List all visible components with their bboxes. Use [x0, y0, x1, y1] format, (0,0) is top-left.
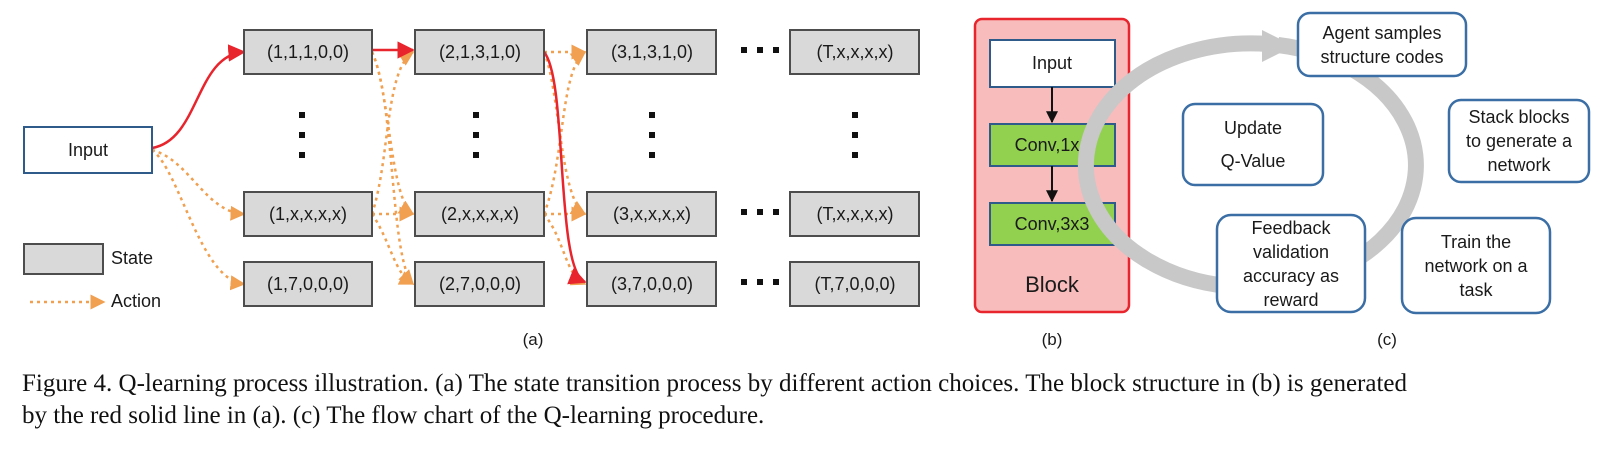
flow-node-stack	[1447, 98, 1591, 184]
panel-c-label: (c)	[1377, 330, 1397, 349]
input-box	[23, 126, 153, 174]
block-input-label: Input	[1032, 53, 1072, 73]
panel-b-label: (b)	[1042, 330, 1063, 349]
state-box	[586, 29, 717, 75]
state-box	[586, 191, 717, 237]
flow-node-text: reward	[1263, 290, 1318, 310]
flow-node-text: accuracy as	[1243, 266, 1339, 286]
state-box	[789, 261, 920, 307]
state-box	[789, 29, 920, 75]
flow-node-text: Agent samples	[1322, 23, 1441, 43]
state-box	[243, 191, 373, 237]
panel-b: Input Conv,1x1 Conv,3x3 Block (b)	[973, 17, 1131, 349]
state-label: (2,x,x,x,x)	[441, 204, 519, 224]
block-label: Block	[1025, 272, 1080, 297]
state-row-2: (1,x,x,x,x) (2,x,x,x,x) (3,x,x,x,x) (T,x…	[243, 191, 920, 237]
legend-state-label: State	[111, 248, 153, 268]
legend-action-label: Action	[111, 291, 161, 311]
action-arrow	[370, 213, 415, 286]
state-box	[414, 29, 545, 75]
conv3x3-label: Conv,3x3	[1015, 214, 1090, 234]
flow-node-text: validation	[1253, 242, 1329, 262]
action-arrow	[542, 50, 587, 215]
selected-arrow	[542, 51, 587, 285]
input-label: Input	[68, 140, 108, 160]
legend: State Action	[23, 243, 161, 311]
action-arrow	[151, 148, 246, 221]
state-box	[789, 191, 920, 237]
action-arrow	[370, 51, 415, 216]
state-label: (3,x,x,x,x)	[613, 204, 691, 224]
state-label: (2,1,3,1,0)	[439, 42, 521, 62]
figure-caption: Figure 4. Q-learning process illustratio…	[22, 368, 1602, 432]
state-label: (T,x,x,x,x)	[817, 42, 894, 62]
flow-node-text: network on a	[1424, 256, 1528, 276]
state-box	[414, 261, 545, 307]
action-arrow	[151, 148, 246, 291]
flow-node-text: Update	[1224, 118, 1282, 138]
flow-node-text: Feedback	[1251, 218, 1331, 238]
state-label: (T,7,0,0,0)	[814, 274, 895, 294]
legend-state-swatch	[23, 243, 104, 275]
flow-node-text: task	[1459, 280, 1493, 300]
flow-node-text: structure codes	[1320, 47, 1443, 67]
caption-line-2: by the red solid line in (a). (c) The fl…	[22, 402, 765, 429]
caption-line-1: Figure 4. Q-learning process illustratio…	[22, 370, 1407, 397]
state-label: (1,x,x,x,x)	[269, 204, 347, 224]
action-arrow	[370, 51, 415, 286]
state-label: (3,7,0,0,0)	[611, 274, 693, 294]
flow-node-text: Stack blocks	[1468, 107, 1569, 127]
state-box	[243, 29, 373, 75]
state-row-1: (1,1,1,0,0) (2,1,3,1,0) (3,1,3,1,0) (T,x…	[243, 29, 920, 75]
state-label: (3,1,3,1,0)	[611, 42, 693, 62]
flow-node-text: Train the	[1441, 232, 1511, 252]
flow-node-text: network	[1487, 155, 1551, 175]
vertical-ellipsis	[299, 112, 858, 158]
flow-node-sample	[1296, 11, 1468, 78]
state-box	[414, 191, 545, 237]
flow-node-feedback	[1215, 213, 1367, 314]
selected-arrow	[151, 44, 246, 150]
selected-path	[151, 41, 587, 285]
action-arrow	[543, 213, 587, 286]
panel-a-label: (a)	[523, 330, 544, 349]
state-box	[586, 261, 717, 307]
state-label: (1,7,0,0,0)	[267, 274, 349, 294]
panel-a: Input (1,1,1,0,0) (2,1,3,1,0) (3,1,3,1,0…	[23, 29, 920, 349]
conv1x1-label: Conv,1x1	[1015, 135, 1090, 155]
state-box	[243, 261, 373, 307]
state-row-3: (1,7,0,0,0) (2,7,0,0,0) (3,7,0,0,0) (T,7…	[243, 261, 920, 307]
panel-c: Agent samples structure codes Stack bloc…	[1077, 11, 1591, 349]
flow-node-text: to generate a	[1466, 131, 1573, 151]
action-arrows	[151, 44, 587, 291]
flow-node-text: Q-Value	[1221, 151, 1286, 171]
flow-node-update	[1181, 102, 1325, 187]
conv3x3-box	[989, 202, 1116, 246]
cycle-arrowhead	[1262, 30, 1294, 62]
state-label: (1,1,1,0,0)	[267, 42, 349, 62]
action-arrow	[370, 50, 415, 215]
state-label: (T,x,x,x,x)	[817, 204, 894, 224]
flow-node-train	[1400, 216, 1552, 315]
horizontal-ellipsis	[741, 47, 779, 285]
state-label: (2,7,0,0,0)	[439, 274, 521, 294]
